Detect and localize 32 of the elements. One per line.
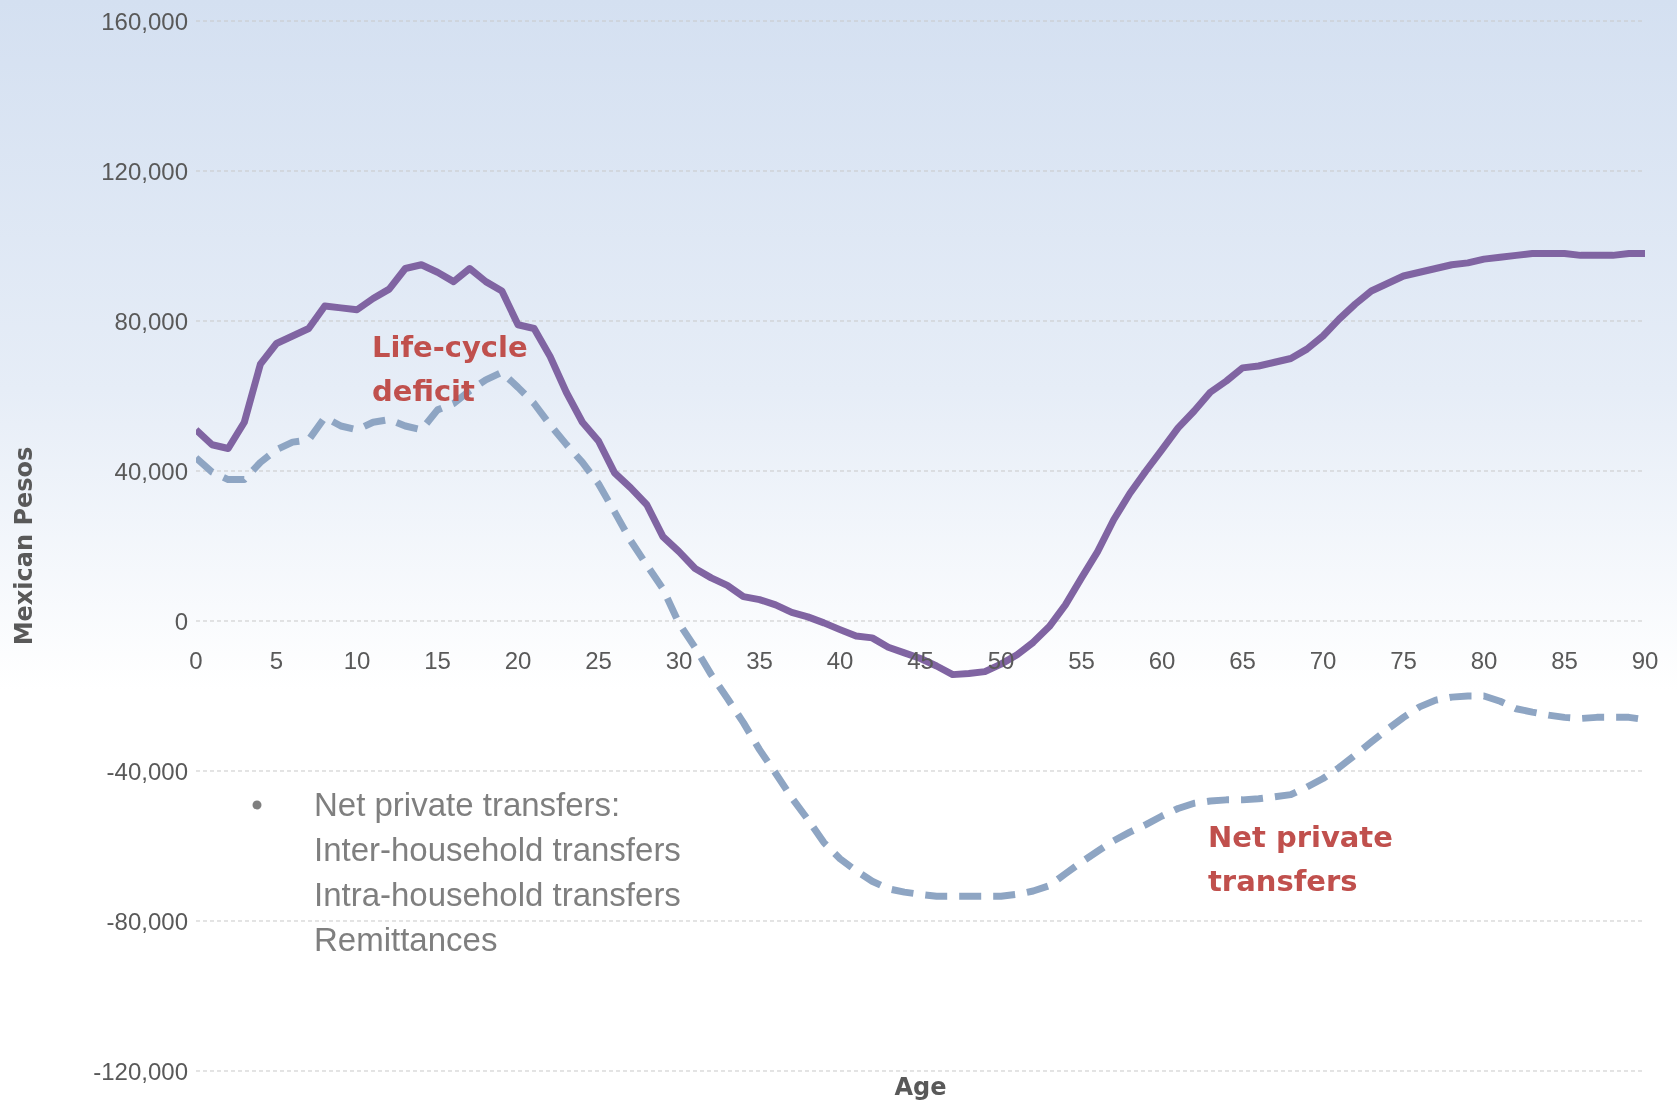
y-axis-title: Mexican Pesos [10, 446, 38, 646]
x-axis-title: Age [893, 1073, 948, 1101]
x-tick-label: 65 [1229, 647, 1256, 674]
annotation: Remittances [314, 921, 498, 958]
x-tick-label: 10 [343, 647, 371, 674]
x-tick-label: 35 [746, 647, 773, 674]
y-tick-label: 0 [174, 607, 188, 635]
x-tick-label: 20 [504, 647, 532, 674]
y-tick-label: -40,000 [106, 757, 188, 785]
annotation: Net private transfers: [314, 786, 621, 823]
y-tick-label: -80,000 [106, 907, 188, 935]
y-tick-label: 80,000 [114, 307, 188, 335]
annotation: Inter-household transfers [314, 831, 681, 868]
y-tick-label: 160,000 [101, 7, 188, 35]
x-tick-label: 25 [585, 647, 612, 674]
y-tick-label: 120,000 [101, 157, 188, 185]
x-tick-label: 75 [1390, 647, 1417, 674]
x-tick-label: 55 [1068, 647, 1095, 674]
annotation: Intra-household transfers [314, 876, 681, 913]
x-tick-label: 5 [269, 647, 284, 674]
y-tick-label: -120,000 [93, 1057, 188, 1085]
x-tick-label: 85 [1551, 647, 1578, 674]
series-label: Net private transfers [1208, 819, 1394, 900]
x-tick-label: 80 [1470, 647, 1498, 674]
x-tick-label: 40 [826, 647, 854, 674]
y-tick-label: 40,000 [114, 457, 188, 485]
x-tick-label: 90 [1631, 647, 1659, 674]
x-tick-label: 30 [665, 647, 693, 674]
x-tick-label: 60 [1148, 647, 1176, 674]
series-label: Life-cycle deficit [372, 329, 529, 410]
x-tick-label: 70 [1309, 647, 1337, 674]
x-tick-label: 15 [424, 647, 451, 674]
